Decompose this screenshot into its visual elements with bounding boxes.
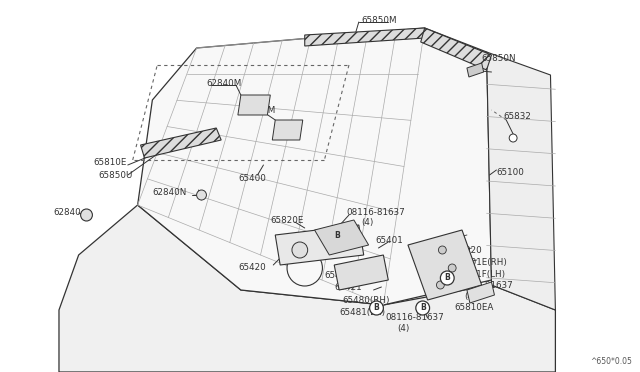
Circle shape xyxy=(436,281,444,289)
Circle shape xyxy=(330,228,344,242)
Polygon shape xyxy=(486,52,556,310)
Circle shape xyxy=(292,242,308,258)
Text: 65810E: 65810E xyxy=(93,157,127,167)
Text: 62840M: 62840M xyxy=(207,78,242,87)
Circle shape xyxy=(287,250,323,286)
Text: 65850U: 65850U xyxy=(99,170,132,180)
Text: 65850N: 65850N xyxy=(482,54,516,62)
Text: 62840: 62840 xyxy=(53,208,81,217)
Polygon shape xyxy=(420,28,492,70)
Text: 08116-81637: 08116-81637 xyxy=(346,208,404,217)
Text: 65401E(RH): 65401E(RH) xyxy=(454,257,507,266)
Circle shape xyxy=(416,301,429,315)
Text: 08116-81637: 08116-81637 xyxy=(385,314,444,323)
Text: 65421: 65421 xyxy=(334,283,362,292)
Text: 65810EA: 65810EA xyxy=(454,302,493,311)
Text: (4): (4) xyxy=(362,218,374,227)
Text: 65920: 65920 xyxy=(454,246,482,254)
Polygon shape xyxy=(408,230,482,300)
Polygon shape xyxy=(138,28,492,305)
Text: 65820E: 65820E xyxy=(270,215,304,224)
Text: 08116-81637: 08116-81637 xyxy=(454,282,513,291)
Polygon shape xyxy=(238,95,270,115)
Text: 65401: 65401 xyxy=(376,235,403,244)
Circle shape xyxy=(370,301,383,315)
Text: 65480(RH): 65480(RH) xyxy=(342,295,390,305)
Polygon shape xyxy=(275,225,364,265)
Text: 65424: 65424 xyxy=(324,270,352,279)
Text: 65481(LH): 65481(LH) xyxy=(339,308,385,317)
Text: B: B xyxy=(374,304,380,312)
Text: (4): (4) xyxy=(464,292,476,301)
Polygon shape xyxy=(467,63,484,77)
Text: 62840N: 62840N xyxy=(152,187,187,196)
Polygon shape xyxy=(467,282,495,303)
Circle shape xyxy=(509,134,517,142)
Text: 65400: 65400 xyxy=(238,173,266,183)
Text: 65401F(LH): 65401F(LH) xyxy=(454,269,505,279)
Polygon shape xyxy=(305,28,425,46)
Circle shape xyxy=(448,264,456,272)
Text: 65850M: 65850M xyxy=(362,16,397,25)
Polygon shape xyxy=(141,128,221,158)
Text: B: B xyxy=(334,231,340,240)
Text: (4): (4) xyxy=(397,324,410,333)
Text: B: B xyxy=(420,304,426,312)
Polygon shape xyxy=(272,120,303,140)
Text: 62840M: 62840M xyxy=(241,106,276,115)
Text: ^650*0.05: ^650*0.05 xyxy=(590,357,632,366)
Text: 65420: 65420 xyxy=(238,263,266,273)
Polygon shape xyxy=(315,220,369,255)
Text: B: B xyxy=(444,273,450,282)
Polygon shape xyxy=(334,255,388,290)
Circle shape xyxy=(196,190,207,200)
Text: 65100: 65100 xyxy=(497,167,524,176)
Text: 65832: 65832 xyxy=(503,112,531,121)
Circle shape xyxy=(438,246,446,254)
Polygon shape xyxy=(59,205,556,372)
Circle shape xyxy=(81,209,92,221)
Circle shape xyxy=(440,271,454,285)
